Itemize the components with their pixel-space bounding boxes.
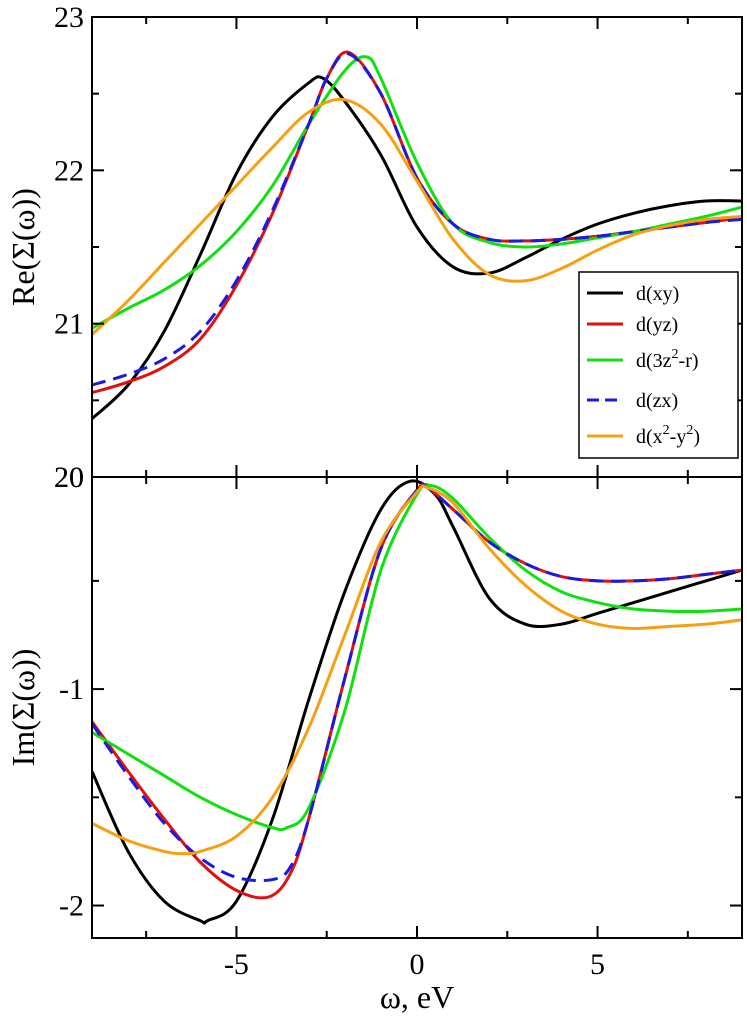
bottom-axes-frame bbox=[91, 476, 743, 939]
top-series bbox=[92, 50, 742, 420]
top-line-d-zx bbox=[92, 52, 742, 387]
top-ytick-label: 22 bbox=[54, 154, 84, 187]
top-ytick-label: 21 bbox=[54, 308, 84, 341]
xtick-label: 0 bbox=[410, 948, 425, 981]
xlabel: ω, eV bbox=[380, 979, 454, 1015]
xtick-label: 5 bbox=[590, 948, 605, 981]
bottom-line-d-yz bbox=[92, 482, 742, 900]
top-line-d-xy bbox=[92, 75, 742, 420]
bottom-line-d-zx bbox=[92, 482, 742, 883]
bottom-line-d-x-y bbox=[92, 484, 742, 856]
bottom-panel: -2 -1 Im(Σ(ω)) 20 -5 0 5 ω, eV bbox=[5, 461, 743, 1015]
bottom-series bbox=[92, 479, 742, 925]
top-line-d-x-y bbox=[92, 97, 742, 336]
legend-label-d-xy: d(xy) bbox=[636, 283, 679, 305]
bottom-line-d-3z-r bbox=[92, 482, 742, 832]
legend-label-d-zx: d(zx) bbox=[636, 390, 678, 412]
bottom-ylabel: Im(Σ(ω)) bbox=[5, 649, 41, 767]
legend-label-d-x-y: d(x2-y2) bbox=[636, 423, 700, 448]
legend-box bbox=[578, 271, 739, 459]
top-ytick-label: 23 bbox=[54, 1, 84, 34]
bottom-ytick-label: -2 bbox=[59, 890, 84, 923]
legend: d(xy) d(yz) d(3z2-r) d(zx) d(x2-y2) bbox=[578, 271, 739, 459]
bottom-line-d-xy bbox=[92, 479, 742, 925]
legend-label-d-3z-r: d(3z2-r) bbox=[636, 347, 699, 372]
bottom-ytick-label: -1 bbox=[59, 673, 84, 706]
legend-label-d-yz: d(yz) bbox=[636, 314, 678, 336]
top-ytick-label: 20 bbox=[54, 461, 84, 494]
top-ylabel: Re(Σ(ω)) bbox=[5, 188, 41, 306]
bottom-top-ytick-label: 20 bbox=[54, 461, 84, 494]
xtick-label: -5 bbox=[224, 948, 249, 981]
top-panel: 20 21 22 23 Re(Σ(ω)) bbox=[5, 1, 743, 494]
